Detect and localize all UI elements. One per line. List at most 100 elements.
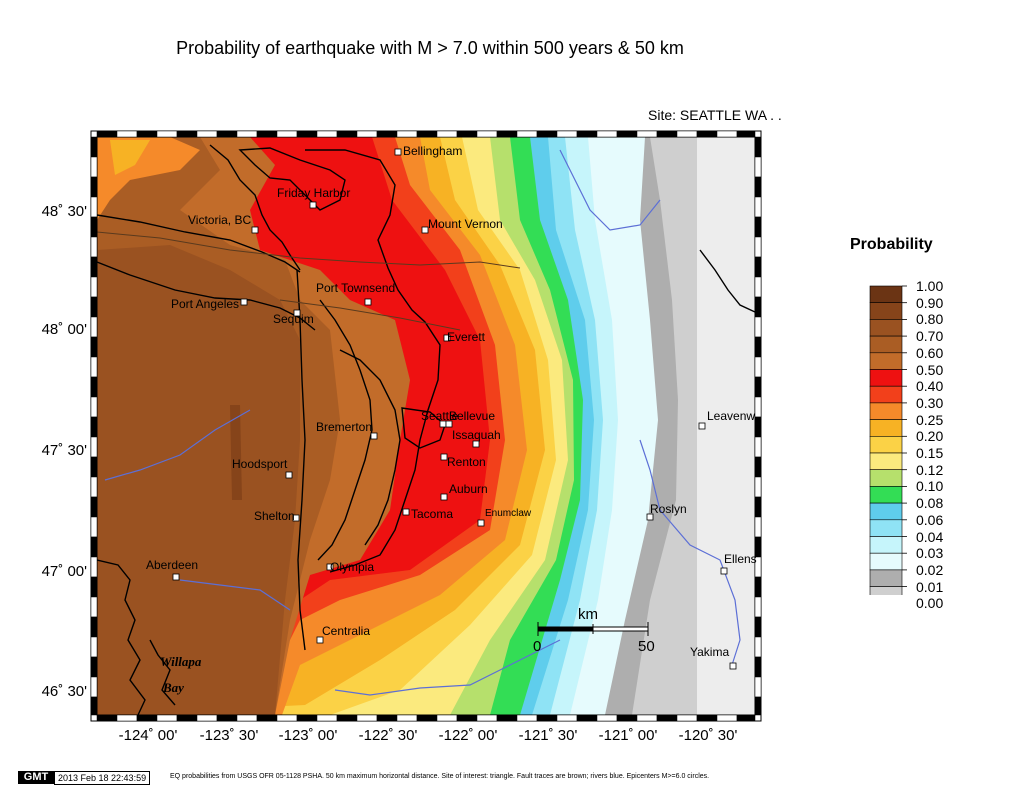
map-title: Probability of earthquake with M > 7.0 w… bbox=[176, 38, 684, 58]
frame-segment bbox=[90, 676, 98, 698]
city-label: Enumclaw bbox=[485, 508, 532, 519]
city-marker bbox=[251, 226, 259, 234]
gmt-timestamp: 2013 Feb 18 22:43:59 bbox=[54, 771, 151, 785]
legend-label: 0.30 bbox=[916, 394, 944, 411]
city-label: Leavenw bbox=[707, 409, 756, 423]
frame-segment bbox=[90, 576, 98, 598]
frame-segment bbox=[754, 316, 762, 338]
frame-segment bbox=[754, 476, 762, 498]
frame-segment bbox=[754, 216, 762, 238]
city-label: Tacoma bbox=[411, 507, 454, 521]
legend-swatch bbox=[869, 486, 903, 504]
frame-segment bbox=[754, 356, 762, 378]
frame-segment bbox=[90, 276, 98, 298]
frame-segment bbox=[236, 130, 258, 138]
city-label: Bremerton bbox=[316, 420, 373, 434]
legend-swatch bbox=[869, 385, 903, 404]
frame-segment bbox=[176, 714, 198, 722]
city-layer bbox=[172, 148, 737, 670]
frame-segment bbox=[90, 376, 98, 398]
frame-segment bbox=[754, 656, 762, 678]
city-label: Bellingham bbox=[403, 144, 463, 158]
city-marker bbox=[309, 201, 317, 209]
lake-chelan bbox=[699, 249, 755, 313]
frame-segment bbox=[90, 536, 98, 558]
city-marker bbox=[477, 519, 485, 527]
city-marker bbox=[443, 334, 451, 342]
frame-segment bbox=[216, 130, 238, 138]
frame-segment bbox=[754, 196, 762, 218]
legend-swatch bbox=[869, 469, 903, 487]
frame-segment bbox=[754, 676, 762, 698]
fault-trace bbox=[97, 231, 521, 269]
lon-tick-5: -122˚ 00' bbox=[438, 727, 498, 744]
city-marker bbox=[394, 148, 402, 156]
city-marker bbox=[364, 298, 372, 306]
frame-segment bbox=[90, 216, 98, 238]
frame-segment bbox=[716, 714, 738, 722]
frame-segment bbox=[90, 596, 98, 618]
legend-swatch bbox=[869, 402, 903, 420]
fault-trace-seattle bbox=[279, 299, 461, 331]
frame-segment bbox=[90, 176, 98, 198]
frame-segment bbox=[90, 636, 98, 658]
frame-segment bbox=[536, 714, 558, 722]
frame-segment bbox=[754, 496, 762, 518]
frame-segment bbox=[576, 714, 598, 722]
city-marker bbox=[421, 226, 429, 234]
scale-end: 50 bbox=[638, 638, 655, 655]
frame-segment bbox=[96, 130, 118, 138]
frame-segment bbox=[754, 416, 762, 438]
frame-segment bbox=[156, 130, 178, 138]
legend-label: 0.70 bbox=[916, 328, 944, 345]
river-yakima bbox=[639, 439, 741, 666]
frame-segment bbox=[356, 714, 378, 722]
scale-bar bbox=[537, 622, 649, 636]
frame-segment bbox=[754, 516, 762, 538]
frame-segment bbox=[90, 316, 98, 338]
frame-segment bbox=[436, 130, 458, 138]
frame-segment bbox=[754, 636, 762, 658]
frame-segment bbox=[676, 130, 698, 138]
legend-label: 0.06 bbox=[916, 511, 944, 528]
city-label: Issaquah bbox=[452, 428, 501, 442]
lake-washington bbox=[401, 407, 446, 449]
city-marker bbox=[472, 440, 480, 448]
frame-segment bbox=[754, 436, 762, 458]
frame-segment bbox=[256, 714, 278, 722]
scale-bar-half bbox=[538, 627, 593, 631]
strait-juan-de-fuca-north bbox=[97, 214, 301, 273]
water-label-willapa: Willapa bbox=[160, 654, 202, 669]
frame-segment bbox=[596, 130, 618, 138]
legend-label: 0.20 bbox=[916, 428, 944, 445]
legend-swatch bbox=[869, 502, 903, 521]
frame-segment bbox=[496, 130, 518, 138]
city-label: Everett bbox=[447, 330, 486, 344]
frame-ticks bbox=[90, 130, 762, 722]
legend-label: 0.15 bbox=[916, 445, 944, 461]
legend-label: 0.03 bbox=[916, 545, 944, 562]
frame-segment bbox=[754, 376, 762, 398]
lon-tick-3: -123˚ 00' bbox=[278, 727, 338, 744]
city-label: Renton bbox=[447, 455, 486, 469]
frame-segment bbox=[90, 496, 98, 518]
frame-segment bbox=[656, 130, 678, 138]
frame-segment bbox=[156, 714, 178, 722]
city-label: Yakima bbox=[690, 645, 730, 659]
legend-swatch bbox=[869, 335, 903, 354]
frame-segment bbox=[754, 396, 762, 418]
frame-segment bbox=[754, 236, 762, 258]
map-frame bbox=[90, 130, 762, 722]
legend-label: 0.90 bbox=[916, 294, 944, 311]
lon-tick-2: -123˚ 30' bbox=[199, 727, 259, 744]
city-marker bbox=[729, 662, 737, 670]
city-marker bbox=[240, 298, 248, 306]
frame-segment bbox=[754, 256, 762, 278]
city-label: Friday Harbor bbox=[277, 186, 351, 200]
zone-0-90 bbox=[230, 405, 242, 500]
city-label: Mount Vernon bbox=[428, 217, 503, 231]
frame-segment bbox=[116, 130, 138, 138]
legend-label: 0.04 bbox=[916, 528, 944, 545]
frame-segment bbox=[236, 714, 258, 722]
